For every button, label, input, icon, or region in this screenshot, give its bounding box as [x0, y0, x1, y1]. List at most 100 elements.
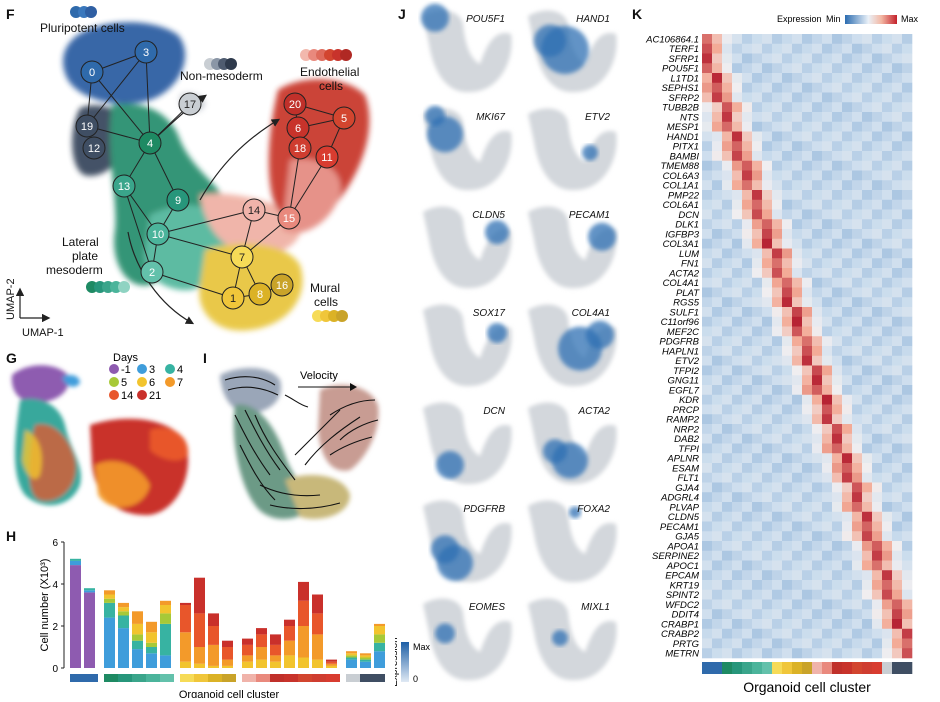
heatmap-cell: [832, 346, 843, 357]
heatmap-cell: [822, 248, 833, 259]
svg-text:11: 11: [321, 152, 332, 164]
heatmap-gene-label-AC106864.1: AC106864.1: [645, 34, 699, 45]
heatmap-cell: [862, 92, 873, 103]
heatmap-cell: [792, 570, 803, 581]
heatmap-cell: [822, 258, 833, 269]
heatmap-cell: [822, 238, 833, 249]
heatmap-cell: [722, 619, 733, 630]
heatmap-cell: [762, 63, 773, 74]
heatmap-cell: [832, 170, 843, 181]
heatmap-cell: [902, 102, 913, 113]
heatmap-cell: [762, 404, 773, 415]
heatmap-cell: [842, 326, 853, 337]
heatmap-cell: [752, 355, 763, 366]
bar-segment-4-day4: [104, 602, 115, 618]
heatmap-cell: [792, 385, 803, 396]
heatmap-cell: [772, 628, 783, 639]
heatmap-cell: [772, 365, 783, 376]
arrow-to-mural: [127, 231, 195, 325]
heatmap-gene-label-GNG11: GNG11: [667, 376, 699, 387]
heatmap-cell: [732, 326, 743, 337]
heatmap-cell: [752, 492, 763, 503]
heatmap-cell: [712, 326, 723, 337]
heatmap-cell: [842, 482, 853, 493]
heatmap-cell: [712, 180, 723, 191]
heatmap-cell: [762, 34, 773, 45]
heatmap-cell: [772, 63, 783, 74]
heatmap-cell: [902, 570, 913, 581]
heatmap-cell: [702, 580, 713, 591]
heatmap-cell: [872, 229, 883, 240]
heatmap-gene-label-MESP1: MESP1: [667, 122, 699, 133]
heatmap-cell: [842, 511, 853, 522]
heatmap-cell: [862, 502, 873, 513]
heatmap-gene-label-ESAM: ESAM: [672, 463, 699, 474]
panel-letter-k: K: [632, 6, 643, 22]
heatmap-cell: [832, 648, 843, 659]
heatmap-cell: [742, 424, 753, 435]
heatmap-cell: [772, 307, 783, 318]
heatmap-cell: [722, 638, 733, 649]
heatmap-cell: [792, 580, 803, 591]
heatmap-cell: [812, 502, 823, 513]
bar-segment-13-day6: [132, 623, 143, 635]
heatmap-cell: [852, 297, 863, 308]
heatmap-cell: [902, 258, 913, 269]
heatmap-cell: [732, 229, 743, 240]
heatmap-cell: [812, 648, 823, 659]
bar-segment-2-day7: [160, 600, 171, 605]
heatmap-cell: [892, 560, 903, 571]
heatmap-cell: [722, 560, 733, 571]
heatmap-cell: [742, 628, 753, 639]
svg-text:-1: -1: [121, 364, 131, 376]
heatmap-cell: [702, 63, 713, 74]
cluster-node-13: 13: [112, 174, 136, 198]
heatmap-cell: [782, 648, 793, 659]
heatmap-cell: [902, 365, 913, 376]
heatmap-cell: [812, 63, 823, 74]
heatmap-cell: [742, 258, 753, 269]
heatmap-cell: [752, 112, 763, 123]
bar-segment-8-day14: [208, 626, 219, 645]
heatmap-cell: [822, 394, 833, 405]
heatmap-cell: [752, 365, 763, 376]
bar-y-tick-label: 2: [52, 622, 58, 633]
heatmap-cell: [832, 560, 843, 571]
heatmap-cell: [722, 433, 733, 444]
heatmap-cell: [722, 238, 733, 249]
heatmap-cell: [772, 190, 783, 201]
heatmap-cell: [842, 316, 853, 327]
heatmap-gene-label-TUBB2B: TUBB2B: [662, 103, 700, 114]
heatmap-cell: [782, 433, 793, 444]
heatmap-cell: [742, 482, 753, 493]
bar-segment-4-day3: [104, 617, 115, 668]
heatmap-cell: [832, 453, 843, 464]
heatmap-cell: [722, 307, 733, 318]
heatmap-cell: [882, 404, 893, 415]
cluster-node-5: 5: [332, 106, 356, 130]
heatmap-gene-label-BAMBI: BAMBI: [669, 151, 699, 162]
heatmap-cell: [862, 258, 873, 269]
heatmap-cell: [802, 53, 813, 64]
heatmap-cell: [822, 34, 833, 45]
heatmap-cell: [892, 92, 903, 103]
heatmap-cell: [772, 258, 783, 269]
feature-plot-SOX17: SOX17: [423, 304, 512, 387]
heatmap-cell: [712, 268, 723, 279]
heatmap-gene-label-CLDN5: CLDN5: [668, 512, 700, 523]
heatmap-cell: [702, 170, 713, 181]
heatmap-cell: [882, 628, 893, 639]
heatmap-cell: [872, 609, 883, 620]
heatmap-gene-label-CRABP1: CRABP1: [661, 619, 699, 630]
heatmap-cell: [842, 550, 853, 561]
heatmap-cell: [812, 346, 823, 357]
svg-text:19: 19: [81, 121, 93, 133]
heatmap-cell: [702, 482, 713, 493]
heatmap-cell: [802, 609, 813, 620]
heatmap-cell: [852, 92, 863, 103]
heatmap-cell: [782, 34, 793, 45]
heatmap-cell: [892, 199, 903, 210]
heatmap-cell: [772, 394, 783, 405]
heatmap-cell: [802, 229, 813, 240]
heatmap-cell: [772, 141, 783, 152]
